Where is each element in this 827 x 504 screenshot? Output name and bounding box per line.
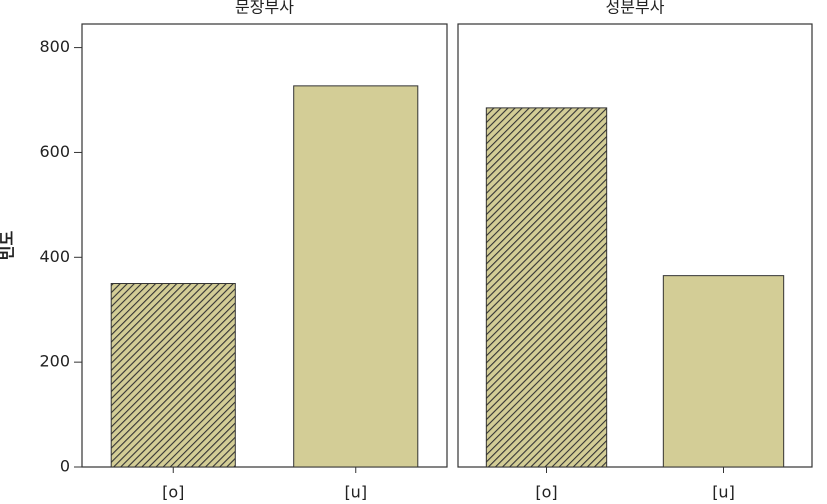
bar (485, 107, 608, 468)
y-tick-label: 0 (60, 457, 70, 476)
bar (110, 283, 236, 468)
panel-frame (457, 23, 813, 468)
x-tick-label: [o] (535, 483, 557, 502)
y-tick-label: 400 (39, 247, 70, 266)
panel-frame (81, 23, 448, 468)
y-axis-label: 빈도 (0, 231, 17, 261)
bar (662, 275, 785, 468)
y-tick-label: 800 (39, 37, 70, 56)
y-tick-label: 200 (39, 352, 70, 371)
panel-title: 문장부사 (235, 0, 294, 17)
y-tick-label: 600 (39, 142, 70, 161)
bar (293, 85, 419, 468)
x-tick-label: [u] (344, 483, 367, 502)
x-tick-label: [o] (162, 483, 184, 502)
x-tick-label: [u] (712, 483, 735, 502)
panel-title: 성분부사 (606, 0, 665, 17)
